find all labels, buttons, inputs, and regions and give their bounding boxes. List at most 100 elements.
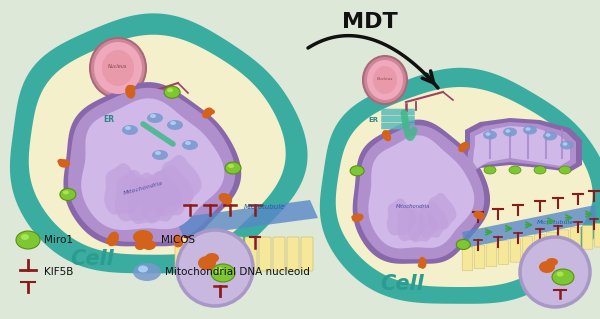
Ellipse shape bbox=[534, 166, 546, 174]
Polygon shape bbox=[397, 204, 426, 241]
Ellipse shape bbox=[225, 162, 241, 174]
Polygon shape bbox=[68, 88, 235, 242]
Text: MICOS: MICOS bbox=[161, 235, 195, 245]
Ellipse shape bbox=[106, 238, 114, 245]
Circle shape bbox=[177, 230, 253, 306]
Ellipse shape bbox=[127, 85, 136, 91]
Polygon shape bbox=[81, 98, 224, 230]
Polygon shape bbox=[387, 198, 416, 235]
Ellipse shape bbox=[473, 211, 485, 219]
Ellipse shape bbox=[552, 269, 574, 285]
FancyBboxPatch shape bbox=[301, 237, 313, 271]
Ellipse shape bbox=[133, 230, 153, 244]
Ellipse shape bbox=[224, 198, 232, 204]
Ellipse shape bbox=[125, 85, 136, 99]
Text: ER: ER bbox=[368, 117, 378, 123]
FancyBboxPatch shape bbox=[594, 223, 600, 247]
Text: Nucleus: Nucleus bbox=[109, 63, 128, 69]
Ellipse shape bbox=[205, 253, 219, 263]
FancyBboxPatch shape bbox=[259, 237, 271, 271]
FancyBboxPatch shape bbox=[107, 104, 149, 112]
Text: Cell: Cell bbox=[70, 249, 114, 269]
FancyBboxPatch shape bbox=[287, 237, 299, 271]
Ellipse shape bbox=[21, 234, 29, 240]
Text: KIF5B: KIF5B bbox=[44, 267, 73, 277]
FancyBboxPatch shape bbox=[107, 128, 149, 136]
FancyBboxPatch shape bbox=[189, 237, 201, 271]
Ellipse shape bbox=[543, 131, 557, 140]
Text: Mitochondrial DNA nucleoid: Mitochondrial DNA nucleoid bbox=[165, 267, 310, 277]
Ellipse shape bbox=[63, 190, 69, 195]
Ellipse shape bbox=[456, 240, 470, 249]
Ellipse shape bbox=[373, 66, 397, 94]
FancyBboxPatch shape bbox=[273, 237, 285, 271]
Ellipse shape bbox=[546, 258, 558, 266]
Polygon shape bbox=[353, 120, 490, 264]
FancyBboxPatch shape bbox=[231, 237, 243, 271]
Text: Microtubule: Microtubule bbox=[536, 219, 574, 225]
Polygon shape bbox=[419, 201, 448, 238]
Ellipse shape bbox=[350, 166, 364, 176]
Ellipse shape bbox=[167, 120, 183, 130]
Ellipse shape bbox=[367, 60, 403, 100]
Polygon shape bbox=[160, 155, 202, 207]
Ellipse shape bbox=[383, 130, 390, 135]
Text: Cell: Cell bbox=[380, 274, 424, 294]
Ellipse shape bbox=[463, 144, 470, 149]
Ellipse shape bbox=[164, 86, 180, 98]
Ellipse shape bbox=[485, 132, 491, 136]
Polygon shape bbox=[336, 87, 593, 287]
Ellipse shape bbox=[135, 242, 145, 250]
Ellipse shape bbox=[526, 127, 530, 131]
FancyBboxPatch shape bbox=[381, 116, 415, 122]
FancyBboxPatch shape bbox=[175, 237, 187, 271]
Ellipse shape bbox=[208, 109, 215, 115]
Text: MDT: MDT bbox=[342, 12, 398, 32]
Ellipse shape bbox=[478, 215, 485, 220]
Ellipse shape bbox=[58, 159, 64, 164]
Ellipse shape bbox=[545, 133, 551, 137]
Polygon shape bbox=[358, 125, 484, 259]
Polygon shape bbox=[29, 35, 286, 255]
Ellipse shape bbox=[509, 166, 521, 174]
Ellipse shape bbox=[16, 231, 40, 249]
Ellipse shape bbox=[563, 142, 568, 146]
Ellipse shape bbox=[125, 126, 131, 130]
Ellipse shape bbox=[122, 125, 138, 135]
Ellipse shape bbox=[560, 140, 574, 150]
Polygon shape bbox=[427, 193, 457, 230]
Text: ER: ER bbox=[103, 115, 114, 124]
Ellipse shape bbox=[352, 213, 364, 222]
Ellipse shape bbox=[94, 42, 142, 94]
Ellipse shape bbox=[102, 50, 134, 86]
Ellipse shape bbox=[351, 215, 358, 220]
Ellipse shape bbox=[559, 166, 571, 174]
Ellipse shape bbox=[458, 142, 469, 152]
Ellipse shape bbox=[523, 125, 537, 135]
Ellipse shape bbox=[382, 130, 391, 141]
FancyBboxPatch shape bbox=[486, 243, 497, 266]
Ellipse shape bbox=[505, 129, 511, 133]
Text: Microtubule: Microtubule bbox=[244, 204, 286, 210]
FancyBboxPatch shape bbox=[381, 123, 415, 129]
FancyBboxPatch shape bbox=[546, 232, 557, 256]
Ellipse shape bbox=[142, 240, 156, 250]
Ellipse shape bbox=[138, 265, 148, 272]
Ellipse shape bbox=[228, 164, 234, 168]
Ellipse shape bbox=[539, 261, 555, 273]
FancyBboxPatch shape bbox=[570, 228, 581, 251]
Ellipse shape bbox=[147, 113, 163, 123]
Polygon shape bbox=[467, 122, 576, 172]
FancyBboxPatch shape bbox=[107, 112, 149, 120]
Ellipse shape bbox=[155, 151, 161, 155]
Text: Mitochondria: Mitochondria bbox=[122, 180, 163, 196]
Ellipse shape bbox=[215, 267, 223, 273]
Ellipse shape bbox=[175, 242, 182, 247]
FancyBboxPatch shape bbox=[498, 241, 509, 264]
FancyBboxPatch shape bbox=[107, 120, 149, 128]
Ellipse shape bbox=[133, 263, 161, 281]
Text: Mitochondria: Mitochondria bbox=[396, 204, 430, 210]
Ellipse shape bbox=[218, 193, 232, 204]
Polygon shape bbox=[152, 165, 194, 216]
FancyBboxPatch shape bbox=[381, 109, 415, 115]
